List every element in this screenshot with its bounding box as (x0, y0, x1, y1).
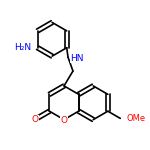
Text: H₂N: H₂N (14, 43, 32, 52)
Text: O: O (61, 116, 68, 125)
Text: HN: HN (70, 54, 84, 63)
Text: OMe: OMe (126, 114, 145, 123)
Text: O: O (31, 115, 38, 124)
